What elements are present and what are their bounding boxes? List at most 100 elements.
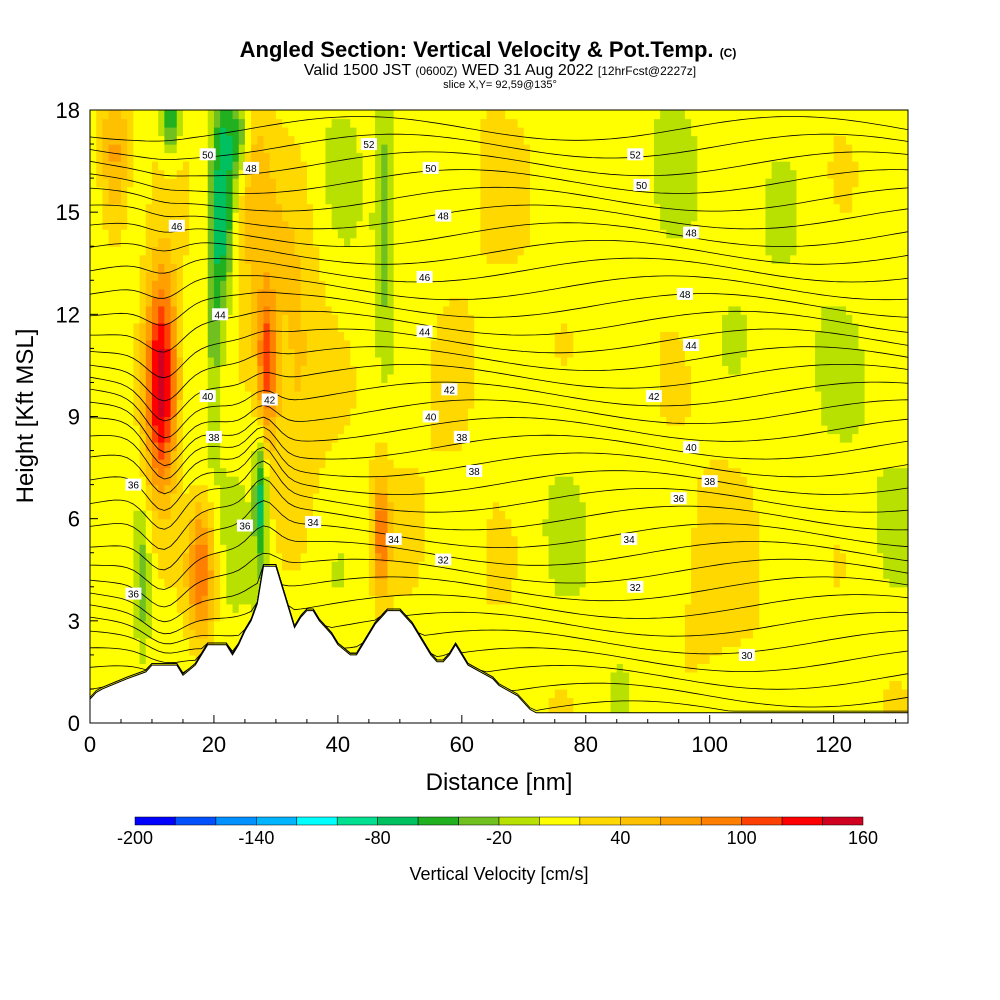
velocity-cell: [505, 161, 512, 171]
velocity-cell: [96, 127, 103, 137]
velocity-cell: [213, 263, 221, 273]
velocity-cell: [406, 186, 413, 196]
velocity-cell: [127, 195, 134, 205]
velocity-cell: [492, 450, 500, 460]
velocity-cell: [443, 484, 451, 494]
velocity-cell: [269, 373, 277, 384]
velocity-cell: [350, 144, 358, 154]
velocity-cell: [244, 203, 252, 213]
velocity-cell: [412, 288, 420, 298]
velocity-cell: [337, 203, 345, 213]
velocity-cell: [263, 152, 271, 162]
velocity-cell: [331, 348, 339, 358]
velocity-cell: [480, 399, 488, 409]
velocity-cell: [176, 280, 184, 290]
velocity-cell: [313, 501, 320, 511]
velocity-cell: [480, 373, 488, 384]
velocity-cell: [257, 390, 265, 401]
velocity-cell: [492, 263, 500, 273]
velocity-cell: [263, 203, 271, 213]
velocity-cell: [306, 246, 314, 256]
velocity-cell: [375, 118, 382, 128]
velocity-cell: [182, 365, 190, 375]
velocity-cell: [387, 339, 395, 349]
velocity-cell: [176, 501, 184, 511]
velocity-cell: [337, 476, 345, 486]
velocity-cell: [158, 416, 165, 426]
velocity-cell: [244, 322, 252, 332]
velocity-cell: [443, 280, 451, 290]
velocity-cell: [424, 484, 432, 494]
velocity-cell: [114, 263, 122, 273]
velocity-cell: [170, 484, 178, 494]
velocity-cell: [151, 254, 159, 264]
velocity-cell: [492, 314, 500, 324]
velocity-cell: [437, 169, 444, 179]
velocity-cell: [399, 195, 407, 205]
velocity-cell: [158, 339, 165, 349]
velocity-cell: [325, 544, 333, 554]
velocity-cell: [300, 390, 308, 401]
velocity-cell: [499, 433, 506, 443]
velocity-cell: [288, 263, 296, 273]
velocity-cell: [337, 399, 345, 409]
velocity-cell: [499, 356, 506, 367]
velocity-cell: [182, 161, 190, 171]
velocity-cell: [170, 331, 178, 341]
velocity-cell: [499, 569, 506, 579]
velocity-cell: [145, 629, 153, 639]
velocity-cell: [319, 144, 327, 154]
velocity-cell: [375, 271, 382, 281]
velocity-cell: [387, 467, 395, 477]
velocity-cell: [486, 297, 494, 307]
velocity-cell: [499, 195, 506, 205]
velocity-cell: [505, 620, 512, 630]
velocity-cell: [158, 620, 165, 630]
velocity-cell: [492, 271, 500, 281]
velocity-cell: [468, 390, 475, 401]
velocity-cell: [306, 348, 314, 358]
velocity-cell: [294, 390, 302, 401]
velocity-cell: [96, 186, 103, 196]
velocity-cell: [127, 246, 134, 256]
velocity-cell: [251, 450, 258, 460]
velocity-cell: [418, 425, 426, 435]
velocity-cell: [486, 569, 494, 579]
velocity-cell: [393, 586, 401, 596]
velocity-cell: [406, 169, 413, 179]
velocity-cell: [412, 510, 420, 520]
velocity-cell: [120, 237, 128, 247]
velocity-cell: [282, 561, 289, 571]
velocity-cell: [474, 229, 482, 239]
velocity-cell: [257, 110, 265, 120]
velocity-cell: [511, 271, 519, 281]
velocity-cell: [313, 339, 320, 349]
velocity-cell: [375, 433, 382, 443]
velocity-cell: [158, 442, 165, 452]
velocity-cell: [220, 373, 227, 384]
velocity-cell: [257, 535, 265, 545]
velocity-cell: [474, 501, 482, 511]
velocity-cell: [182, 407, 190, 418]
velocity-cell: [108, 237, 116, 247]
velocity-cell: [375, 220, 382, 230]
velocity-cell: [319, 348, 327, 358]
velocity-cell: [412, 382, 420, 392]
velocity-cell: [319, 552, 327, 562]
velocity-cell: [468, 425, 475, 435]
velocity-cell: [306, 152, 314, 162]
velocity-cell: [114, 246, 122, 256]
velocity-cell: [164, 373, 172, 384]
velocity-cell: [368, 110, 376, 120]
velocity-cell: [344, 161, 351, 171]
velocity-cell: [282, 416, 289, 426]
velocity-cell: [220, 399, 227, 409]
velocity-cell: [325, 297, 333, 307]
velocity-cell: [238, 382, 246, 392]
velocity-cell: [164, 263, 172, 273]
velocity-cell: [96, 561, 103, 571]
velocity-cell: [306, 118, 314, 128]
velocity-cell: [480, 501, 488, 511]
velocity-cell: [257, 161, 265, 171]
velocity-cell: [133, 186, 141, 196]
